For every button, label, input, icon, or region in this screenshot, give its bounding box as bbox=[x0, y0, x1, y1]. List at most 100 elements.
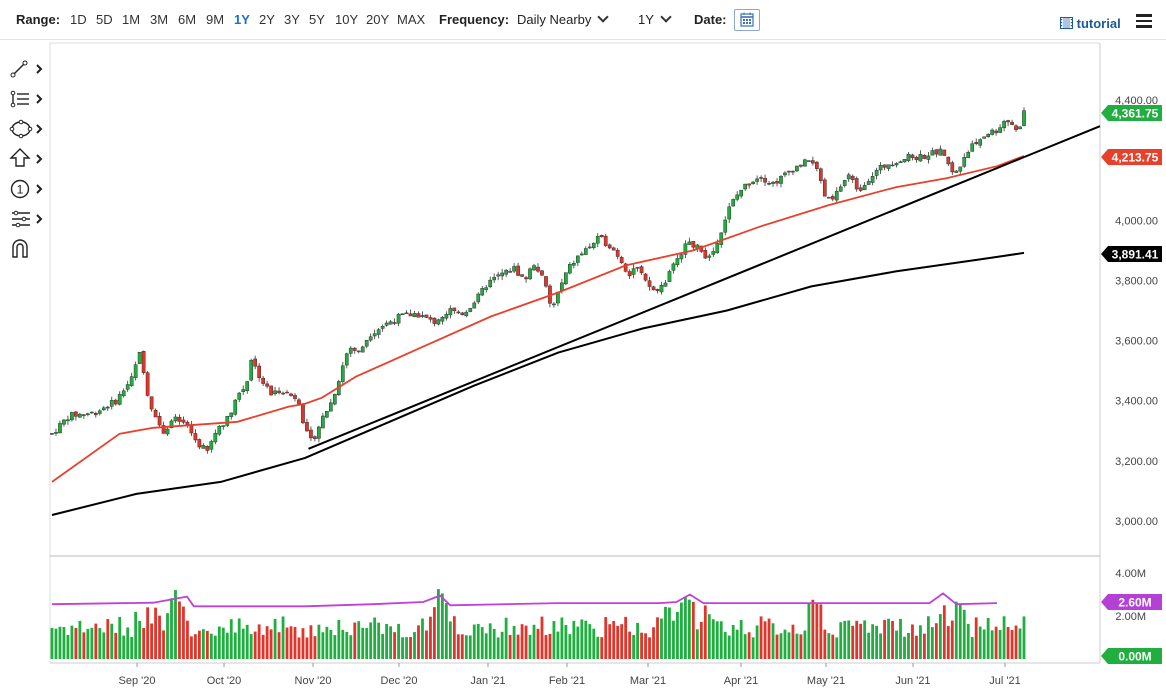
volume-bar bbox=[958, 603, 962, 659]
volume-bar bbox=[982, 629, 986, 659]
candle bbox=[830, 196, 835, 200]
shape-tool[interactable] bbox=[8, 115, 48, 139]
candle bbox=[165, 428, 170, 435]
volume-bar bbox=[795, 633, 799, 659]
line-draw-tool[interactable] bbox=[8, 55, 48, 79]
candle bbox=[687, 241, 692, 245]
candle bbox=[440, 317, 445, 322]
tutorial-link[interactable]: tutorial bbox=[1060, 16, 1121, 31]
volume-bar bbox=[337, 619, 341, 659]
candle bbox=[807, 160, 811, 162]
range-3m[interactable]: 3M bbox=[150, 12, 169, 27]
volume-bar bbox=[134, 611, 138, 659]
volume-zero-badge: 0.00M bbox=[1101, 648, 1162, 664]
volume-bar bbox=[504, 617, 508, 659]
frequency-label: Frequency: bbox=[439, 12, 510, 27]
frequency-value: Daily Nearby bbox=[517, 12, 592, 27]
candle bbox=[508, 271, 512, 273]
volume-bar bbox=[1022, 616, 1026, 659]
volume-bar bbox=[273, 618, 277, 659]
range-20y[interactable]: 20Y bbox=[366, 12, 390, 27]
calendar-icon[interactable] bbox=[734, 9, 760, 31]
range-2y[interactable]: 2Y bbox=[259, 12, 275, 27]
volume-bar bbox=[150, 623, 153, 659]
candle bbox=[325, 410, 329, 418]
magnet-tool[interactable] bbox=[8, 235, 48, 259]
volume-bar bbox=[253, 631, 257, 659]
volume-bar bbox=[950, 620, 954, 659]
arrow-tool[interactable] bbox=[8, 145, 48, 169]
candle bbox=[428, 317, 433, 320]
candle bbox=[492, 276, 497, 281]
volume-bar bbox=[528, 634, 532, 659]
candle bbox=[66, 419, 70, 422]
volume-bar bbox=[540, 616, 544, 659]
candle bbox=[512, 266, 516, 272]
volume-bar bbox=[197, 630, 201, 659]
volume-bar bbox=[962, 609, 966, 659]
range-10y[interactable]: 10Y bbox=[335, 12, 359, 27]
candle bbox=[803, 159, 807, 167]
volume-bar bbox=[799, 634, 803, 659]
volume-tick-label: 2.00M bbox=[1115, 611, 1146, 623]
candle bbox=[86, 413, 90, 415]
last-price-badge: 4,361.75 bbox=[1101, 105, 1162, 121]
candle bbox=[926, 155, 931, 160]
number-marker-tool[interactable]: 1 bbox=[8, 175, 48, 199]
range-1y[interactable]: 1Y bbox=[234, 12, 250, 27]
candle bbox=[643, 273, 648, 281]
toolbar: Range: 1D 5D 1M 3M 6M 9M 1Y 2Y 3Y 5Y 10Y 20Y MAX Fre… bbox=[0, 0, 1166, 40]
range-6m[interactable]: 6M bbox=[178, 12, 197, 27]
candle bbox=[603, 235, 608, 246]
volume-bar bbox=[389, 626, 393, 659]
volume-bar bbox=[707, 614, 711, 659]
range-9m[interactable]: 9M bbox=[206, 12, 225, 27]
candle bbox=[982, 136, 987, 139]
shape-icon bbox=[9, 119, 43, 139]
volume-bar bbox=[174, 590, 177, 659]
range-5y[interactable]: 5Y bbox=[309, 12, 325, 27]
range-1d[interactable]: 1D bbox=[70, 12, 87, 27]
volume-bar bbox=[739, 619, 743, 659]
candle bbox=[787, 170, 791, 173]
candle bbox=[448, 308, 453, 316]
candle bbox=[89, 411, 94, 414]
volume-bar bbox=[636, 622, 639, 659]
candle bbox=[464, 311, 469, 317]
range-1m[interactable]: 1M bbox=[122, 12, 141, 27]
volume-bar bbox=[652, 627, 655, 659]
volume-bar bbox=[604, 617, 608, 659]
x-tick-label: Jan '21 bbox=[470, 675, 505, 687]
fib-levels-tool[interactable] bbox=[8, 85, 48, 109]
range-max[interactable]: MAX bbox=[397, 12, 426, 27]
pattern-tool[interactable] bbox=[8, 205, 48, 229]
candle bbox=[432, 317, 437, 324]
volume-bar bbox=[632, 634, 636, 659]
volume-bar bbox=[86, 628, 90, 659]
candle bbox=[846, 174, 851, 180]
volume-bar bbox=[779, 633, 783, 659]
range-5d[interactable]: 5D bbox=[96, 12, 113, 27]
candle bbox=[480, 288, 485, 296]
range-3y[interactable]: 3Y bbox=[284, 12, 300, 27]
volume-bar bbox=[58, 626, 62, 659]
volume-bar bbox=[293, 626, 297, 659]
frequency-select[interactable]: Daily Nearby bbox=[517, 11, 610, 27]
candle bbox=[237, 392, 242, 400]
hamburger-menu-icon[interactable] bbox=[1136, 14, 1152, 28]
volume-bar bbox=[668, 607, 671, 659]
volume-bar bbox=[823, 629, 827, 659]
candle bbox=[894, 163, 899, 166]
period-select[interactable]: 1Y bbox=[638, 11, 672, 27]
volume-bar bbox=[277, 632, 281, 659]
volume-bar bbox=[660, 618, 663, 659]
candle bbox=[129, 376, 134, 386]
candle bbox=[412, 313, 417, 318]
volume-bar bbox=[448, 621, 452, 659]
candle bbox=[205, 446, 210, 451]
candle bbox=[691, 241, 696, 248]
candle bbox=[623, 263, 628, 272]
volume-bar bbox=[221, 627, 225, 659]
volume-bar bbox=[209, 633, 213, 659]
